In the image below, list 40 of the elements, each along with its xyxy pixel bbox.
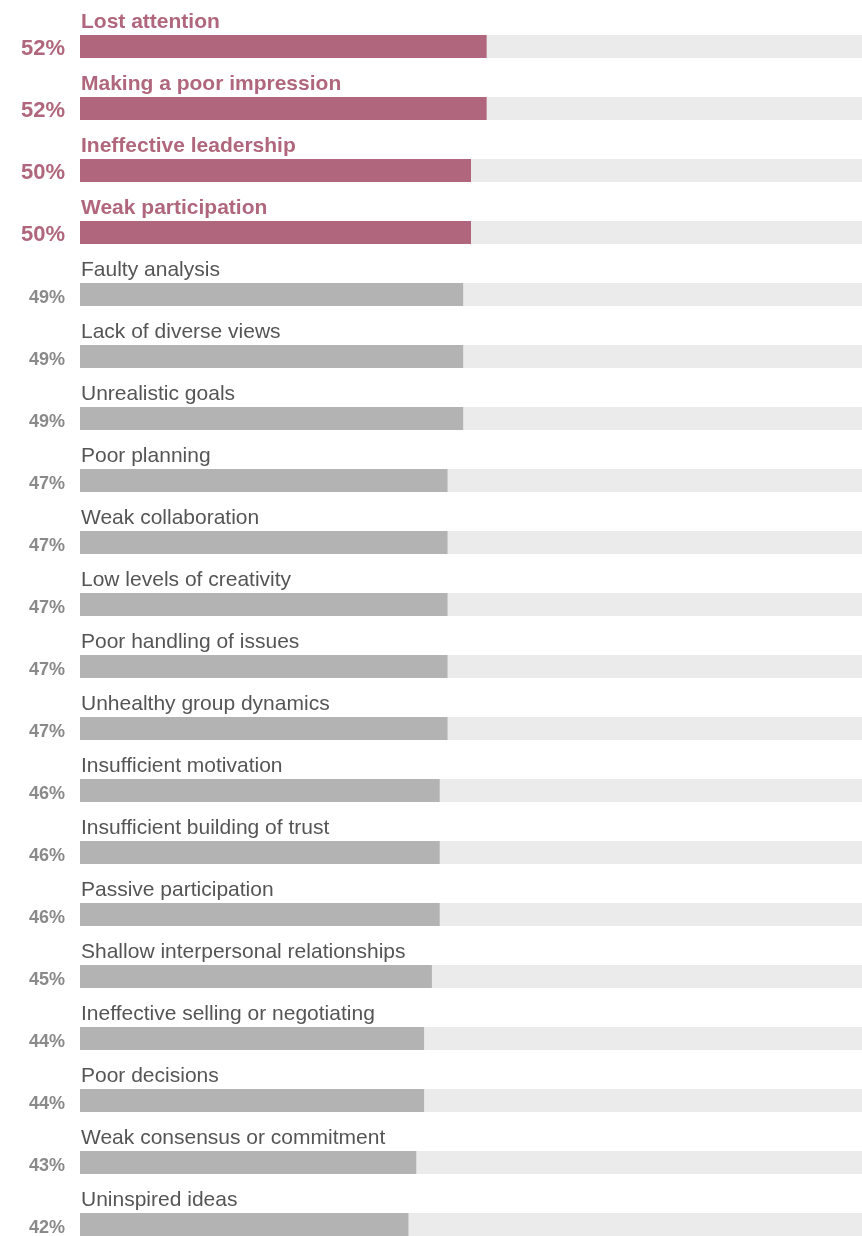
data-label: 50% xyxy=(20,221,65,246)
data-label: 44% xyxy=(28,1093,65,1113)
data-label: 49% xyxy=(28,287,65,307)
y-tick-label: Weak collaboration xyxy=(81,505,260,528)
data-label: 47% xyxy=(28,659,65,679)
data-label: 44% xyxy=(28,1031,65,1051)
y-tick-label: Poor handling of issues xyxy=(81,629,300,652)
y-tick-label: Insufficient motivation xyxy=(81,753,283,776)
data-label: 46% xyxy=(28,783,65,803)
y-tick-label: Ineffective selling or negotiating xyxy=(81,1001,375,1024)
data-label: 47% xyxy=(28,535,65,555)
y-tick-label: Weak participation xyxy=(81,195,268,218)
y-tick-label: Lack of diverse views xyxy=(81,319,281,342)
data-label: 47% xyxy=(28,597,65,617)
data-label: 43% xyxy=(28,1155,65,1175)
data-label: 50% xyxy=(20,159,65,184)
y-tick-label: Passive participation xyxy=(81,877,274,900)
data-label: 52% xyxy=(20,35,65,60)
y-tick-label: Low levels of creativity xyxy=(81,567,292,590)
y-tick-label: Poor planning xyxy=(81,443,211,466)
data-label: 47% xyxy=(28,721,65,741)
data-label: 45% xyxy=(28,969,65,989)
y-tick-label: Unrealistic goals xyxy=(81,381,236,404)
data-label: 52% xyxy=(20,97,65,122)
y-tick-label: Lost attention xyxy=(81,9,220,32)
y-tick-label: Faulty analysis xyxy=(81,257,220,280)
data-label: 47% xyxy=(28,473,65,493)
data-label: 42% xyxy=(28,1217,65,1236)
y-tick-label: Shallow interpersonal relationships xyxy=(81,939,406,962)
y-tick-label: Ineffective leadership xyxy=(81,133,296,156)
data-label: 46% xyxy=(28,907,65,927)
y-tick-label: Unhealthy group dynamics xyxy=(81,691,330,714)
y-tick-label: Insufficient building of trust xyxy=(81,815,330,838)
data-label: 49% xyxy=(28,411,65,431)
y-tick-label: Uninspired ideas xyxy=(81,1187,238,1210)
data-label: 49% xyxy=(28,349,65,369)
y-tick-label: Making a poor impression xyxy=(81,71,342,94)
y-tick-label: Weak consensus or commitment xyxy=(81,1125,386,1148)
data-label: 46% xyxy=(28,845,65,865)
y-tick-label: Poor decisions xyxy=(81,1063,219,1086)
